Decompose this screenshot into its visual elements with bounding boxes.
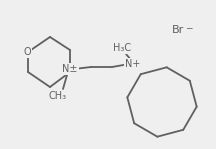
Text: −: − <box>185 24 192 32</box>
Text: CH₃: CH₃ <box>49 91 67 101</box>
Text: N±: N± <box>62 64 78 74</box>
Text: H₃C: H₃C <box>113 43 131 53</box>
Text: Br: Br <box>172 25 184 35</box>
Text: O: O <box>23 47 31 57</box>
Text: N+: N+ <box>125 59 141 69</box>
